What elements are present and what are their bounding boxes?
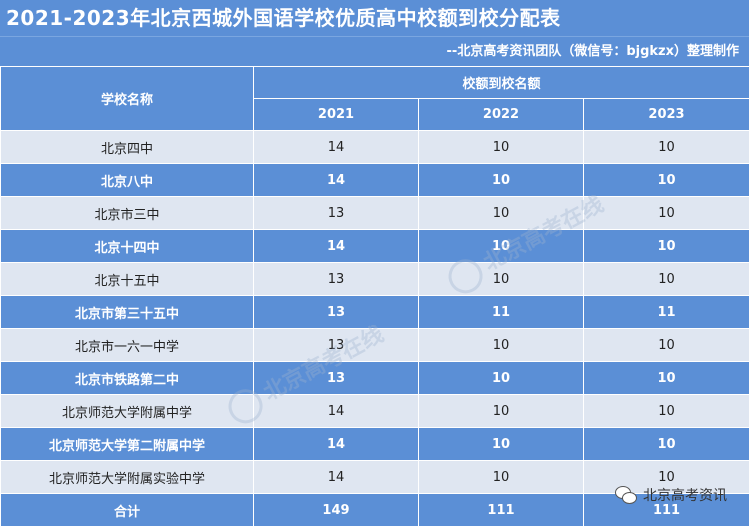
quota-2022-cell: 10 [418,130,584,164]
quota-2022-cell: 10 [418,229,584,263]
table-row: 北京师范大学附属实验中学 14 10 10 [0,460,749,494]
quota-2023-cell: 10 [582,427,749,461]
table-row: 北京市一六一中学 13 10 10 [0,328,749,362]
table-row: 北京师范大学第二附属中学 14 10 10 [0,427,749,461]
quota-2023-cell: 10 [582,394,749,428]
table-row: 北京八中 14 10 10 [0,163,749,197]
quota-2021-cell: 14 [253,460,419,494]
total-2022: 111 [418,493,584,527]
quota-2021-cell: 14 [253,229,419,263]
school-cell: 北京市一六一中学 [0,328,254,362]
total-row: 合计 149 111 111 [0,493,749,527]
quota-2023-cell: 10 [582,328,749,362]
year-header-2023: 2023 [582,98,749,131]
total-2021: 149 [253,493,419,527]
quota-2022-cell: 10 [418,196,584,230]
quota-2023-cell: 10 [582,196,749,230]
quota-2023-cell: 10 [582,163,749,197]
quota-2021-cell: 14 [253,163,419,197]
quota-column-header: 校额到校名额 [252,66,749,99]
sheet-credit: --北京高考资讯团队（微信号：bjgkzx）整理制作 [0,36,749,66]
quota-2023-cell: 11 [582,295,749,329]
quota-2021-cell: 13 [253,196,419,230]
quota-2021-cell: 13 [253,295,419,329]
school-cell: 北京十五中 [0,262,254,296]
quota-2022-cell: 10 [418,394,584,428]
school-cell: 北京师范大学第二附属中学 [0,427,254,461]
table-row: 北京四中 14 10 10 [0,130,749,164]
quota-2023-cell: 10 [582,361,749,395]
quota-2023-cell: 10 [582,229,749,263]
quota-2021-cell: 14 [253,427,419,461]
sheet-title: 2021-2023年北京西城外国语学校优质高中校额到校分配表 [0,0,749,36]
table-row: 北京师范大学附属中学 14 10 10 [0,394,749,428]
table-row: 北京十四中 14 10 10 [0,229,749,263]
quota-2022-cell: 10 [418,328,584,362]
quota-2021-cell: 13 [253,328,419,362]
year-header-2022: 2022 [418,98,584,131]
quota-2021-cell: 14 [253,394,419,428]
total-label: 合计 [0,493,254,527]
total-2023: 111 [582,493,749,527]
table-row: 北京市第三十五中 13 11 11 [0,295,749,329]
school-cell: 北京八中 [0,163,254,197]
table-row: 北京十五中 13 10 10 [0,262,749,296]
quota-table: 学校名称 校额到校名额 2021 2022 2023 北京四中 14 10 10 北京八… [0,66,749,527]
quota-2022-cell: 10 [418,427,584,461]
school-cell: 北京四中 [0,130,254,164]
quota-2022-cell: 10 [418,163,584,197]
table-row: 北京市三中 13 10 10 [0,196,749,230]
quota-2023-cell: 10 [582,262,749,296]
quota-2022-cell: 11 [418,295,584,329]
school-column-header: 学校名称 [0,66,254,131]
school-cell: 北京市三中 [0,196,254,230]
brand-name: 北京高考资讯 [643,488,727,504]
quota-2022-cell: 10 [418,361,584,395]
quota-2021-cell: 14 [253,130,419,164]
school-cell: 北京十四中 [0,229,254,263]
wechat-icon [615,486,637,504]
quota-2022-cell: 10 [418,460,584,494]
table-row: 北京市铁路第二中 13 10 10 [0,361,749,395]
quota-2022-cell: 10 [418,262,584,296]
school-cell: 北京市铁路第二中 [0,361,254,395]
school-cell: 北京师范大学附属中学 [0,394,254,428]
brand-credit: 北京高考资讯 [615,485,727,505]
quota-2021-cell: 13 [253,262,419,296]
year-header-2021: 2021 [253,98,419,131]
quota-2023-cell: 10 [582,130,749,164]
school-cell: 北京市第三十五中 [0,295,254,329]
quota-2023-cell: 10 [582,460,749,494]
quota-2021-cell: 13 [253,361,419,395]
school-cell: 北京师范大学附属实验中学 [0,460,254,494]
